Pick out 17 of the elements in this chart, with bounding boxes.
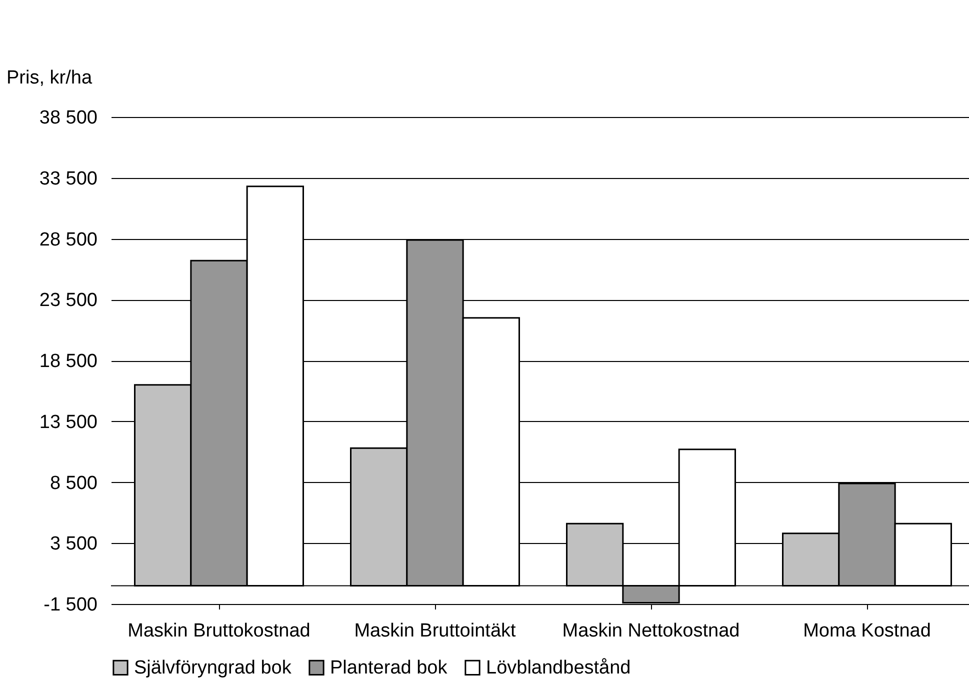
y-tick-label: 3 500 bbox=[50, 534, 98, 555]
y-tick-label: 33 500 bbox=[39, 168, 98, 190]
y-tick-label: 38 500 bbox=[39, 108, 98, 128]
y-tick-label: 23 500 bbox=[39, 290, 98, 312]
x-tick-label: Moma Kostnad bbox=[803, 620, 931, 642]
legend-label: Självföryngrad bok bbox=[134, 658, 292, 679]
y-axis-title: Pris, kr/ha bbox=[6, 68, 92, 88]
x-tick-label: Maskin Bruttokostnad bbox=[128, 620, 310, 642]
legend-label: Planterad bok bbox=[330, 658, 448, 679]
x-tick-label: Maskin Nettokostnad bbox=[562, 620, 740, 642]
y-tick-label: 8 500 bbox=[50, 472, 98, 494]
legend-label: Lövblandbestånd bbox=[486, 658, 631, 679]
y-tick-label: 13 500 bbox=[39, 412, 98, 433]
y-tick-label: 28 500 bbox=[39, 229, 98, 250]
y-tick-label: -1 500 bbox=[44, 594, 98, 616]
y-tick-label: 18 500 bbox=[39, 351, 98, 372]
x-tick-label: Maskin Bruttointäkt bbox=[354, 620, 516, 642]
